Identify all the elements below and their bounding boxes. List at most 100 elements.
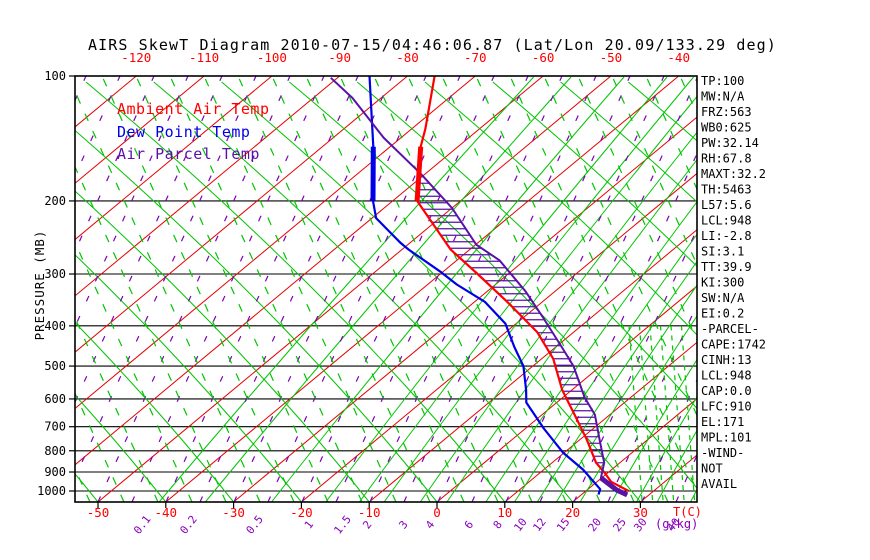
dry-adiabat-line: [764, 82, 870, 502]
dry-adiabat-line: [85, 81, 506, 502]
dry-adiabat-line: [356, 81, 697, 410]
green-dash-line: [475, 76, 669, 502]
stats-line: CAPE:1742: [701, 338, 766, 352]
green-dash-line: [543, 76, 697, 417]
bottom-temp-label: -10: [358, 505, 381, 520]
pressure-tick-label: 400: [44, 319, 66, 333]
mixing-ratio-line: [514, 233, 697, 502]
isotherm-line: [165, 76, 680, 502]
isotherm-line: [75, 76, 341, 297]
green-dash-line: [75, 391, 125, 502]
dry-adiabat-line: [75, 473, 99, 502]
pressure-tick-label: 300: [44, 267, 66, 281]
stats-line: LCL:948: [701, 214, 752, 228]
bottom-temp-label: -40: [155, 505, 178, 520]
mixing-ratio-label: 1: [302, 518, 316, 531]
pressure-tick-label: 600: [44, 392, 66, 406]
green-dash-line: [271, 76, 465, 502]
mixing-ratio-label: 30: [631, 516, 649, 534]
isotherm-line: [75, 76, 544, 466]
stats-line: MAXT:32.2: [701, 167, 766, 181]
green-dash-line: [101, 76, 295, 502]
legend-air-parcel-temp: Air Parcel Temp: [117, 145, 260, 163]
moist-adiabat-dash-line: [75, 76, 121, 178]
stats-line: SW:N/A: [701, 291, 745, 305]
legend-dew-point-temp: Dew Point Temp: [117, 123, 250, 141]
pressure-tick-label: 700: [44, 420, 66, 434]
green-dash-line: [75, 316, 159, 502]
green-dash-line: [339, 76, 533, 502]
bottom-temp-label: -30: [222, 505, 245, 520]
pressure-tick-label: 500: [44, 359, 66, 373]
mixing-ratio-line: [485, 200, 697, 502]
green-dash-line: [407, 76, 601, 502]
cape-hatch-area: [417, 176, 605, 470]
mixing-ratio-line: [358, 76, 694, 502]
bottom-temp-label: 10: [497, 505, 512, 520]
stats-line: SI:3.1: [701, 245, 744, 259]
mixing-ratio-label: 6: [462, 518, 476, 531]
stats-line: -WIND-: [701, 446, 744, 460]
stats-line: LCL:948: [701, 369, 752, 383]
green-dash-line: [577, 76, 697, 342]
green-dash-line: [135, 76, 329, 502]
mixing-ratio-label: 8: [491, 518, 505, 531]
dry-adiabat-line: [492, 81, 697, 268]
isotherm-line: [572, 398, 697, 502]
green-dash-line: [237, 76, 431, 502]
dry-adiabat-line: [75, 394, 167, 502]
isotherm-line: [75, 76, 137, 128]
moist-adiabat-dash-line: [335, 76, 529, 502]
mixing-ratio-line: [158, 76, 534, 502]
plot-border: [74, 75, 698, 503]
moist-adiabat-dash-line: [471, 76, 665, 502]
mixing-ratio-line: [579, 315, 697, 502]
mixing-ratio-line: [656, 429, 697, 502]
stats-line: RH:67.8: [701, 152, 752, 166]
top-temp-label: -110: [189, 50, 219, 65]
pressure-axis-label: PRESSURE (MB): [32, 230, 47, 341]
top-temp-label: -60: [532, 50, 555, 65]
dry-adiabat-line: [424, 81, 697, 336]
legend-ambient-air-temp: Ambient Air Temp: [117, 100, 270, 118]
dry-adiabat-line: [75, 321, 234, 502]
mixing-ratio-line: [419, 131, 697, 502]
green-dash-line: [305, 76, 499, 502]
green-dense-dash-line: [628, 325, 643, 501]
isotherm-line: [75, 76, 205, 184]
mixing-ratio-label: 10: [511, 516, 529, 534]
moist-adiabat-dash-line: [403, 76, 597, 502]
pressure-tick-label: 900: [44, 465, 66, 479]
isotherm-line: [75, 76, 273, 241]
green-dash-line: [169, 76, 363, 502]
stats-line: FRZ:563: [701, 105, 752, 119]
pressure-tick-label: 100: [44, 69, 66, 83]
isotherm-line: [436, 285, 697, 502]
mixing-ratio-label: 15: [554, 516, 572, 534]
top-temp-label: -80: [396, 50, 419, 65]
bottom-temp-label: 0: [433, 505, 441, 520]
stats-line: CAP:0.0: [701, 384, 752, 398]
mixing-ratio-line: [636, 396, 697, 502]
pressure-tick-label: 200: [44, 194, 66, 208]
green-dash-line: [203, 76, 397, 502]
dew-point-curve: [368, 76, 602, 495]
stats-line: TH:5463: [701, 183, 752, 197]
legend: Ambient Air Temp Dew Point Temp Air Parc…: [117, 100, 270, 163]
green-dash-line: [75, 165, 227, 502]
mixing-ratio-label: 0.2: [177, 513, 199, 537]
mixing-ratio-label: 12: [530, 516, 548, 534]
dry-adiabat-line: [75, 190, 370, 502]
stats-line: WB0:625: [701, 121, 752, 135]
mixing-ratio-line: [446, 158, 697, 502]
stats-line: EL:171: [701, 415, 744, 429]
parcel-thick-bar: [599, 475, 629, 498]
stats-line: KI:300: [701, 276, 744, 290]
chart-title: AIRS SkewT Diagram 2010-07-15/04:46:06.8…: [88, 36, 777, 54]
mixing-ratio-label: 0.5: [244, 513, 266, 537]
green-dash-line: [509, 76, 697, 493]
bottom-temp-label: -20: [290, 505, 313, 520]
